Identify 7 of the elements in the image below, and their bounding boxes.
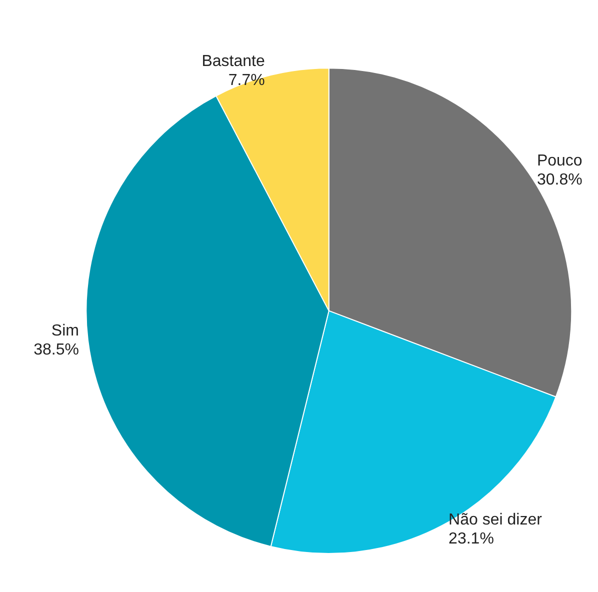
slice-label: Bastante — [202, 53, 265, 70]
slice-label: Não sei dizer — [448, 511, 543, 528]
slice-label: Pouco — [536, 152, 582, 170]
data-label: 23.1% — [448, 530, 494, 548]
slice-label: Sim — [51, 322, 79, 340]
data-label: 30.8% — [536, 172, 582, 189]
data-label: 38.5% — [34, 342, 79, 359]
